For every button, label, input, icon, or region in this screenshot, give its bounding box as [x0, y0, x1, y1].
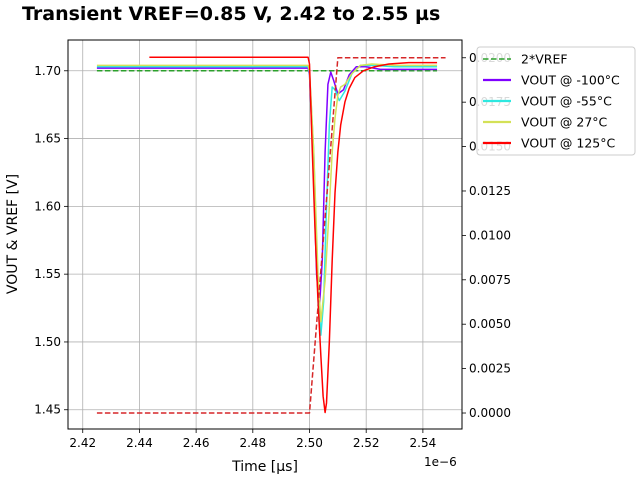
series-line-vout-125-c	[149, 56, 438, 414]
legend-box	[476, 46, 636, 156]
legend-entry-label: VOUT @ 125°C	[521, 136, 616, 151]
legend-entry-label: 2*VREF	[521, 52, 568, 67]
y-tick-label: 1.60	[34, 199, 61, 213]
series-line-vout-27-c	[96, 63, 438, 323]
x-tick-label: 2.52	[353, 436, 380, 450]
y2-tick-label: 0.0125	[469, 184, 511, 198]
legend: 2*VREF VOUT @ -100°C VOUT @ -55°C VOUT @ 27…	[476, 46, 636, 156]
grid-layer	[68, 40, 462, 429]
y2-tick-label: 0.0075	[469, 273, 511, 287]
y-tick-label: 1.45	[34, 403, 61, 417]
chart-title: Transient VREF=0.85 V, 2.42 to 2.55 µs	[22, 3, 440, 25]
legend-entry-label: VOUT @ 27°C	[521, 115, 608, 130]
x-axis: 2.42 2.44 2.46 2.48 2.50 2.52 2.54	[69, 429, 436, 450]
plot-frame	[67, 39, 463, 430]
x-offset-label: 1e−6	[424, 455, 457, 469]
x-tick-label: 2.50	[296, 436, 323, 450]
series-line-reference	[96, 57, 446, 414]
legend-entry-label: VOUT @ -100°C	[521, 73, 620, 88]
y2-tick-label: 0.0100	[469, 228, 511, 242]
x-tick-label: 2.44	[126, 436, 153, 450]
legend-items: 2*VREF VOUT @ -100°C VOUT @ -55°C VOUT @ 27…	[483, 52, 620, 151]
y2-tick-label: 0.0025	[469, 362, 511, 376]
legend-entry-label: VOUT @ -55°C	[521, 94, 612, 109]
y-tick-label: 1.70	[34, 64, 61, 78]
x-tick-label: 2.48	[239, 436, 266, 450]
y-tick-label: 1.65	[34, 132, 61, 146]
y2-tick-label: 0.0000	[469, 406, 511, 420]
y2-tick-label: 0.0050	[469, 317, 511, 331]
x-axis-label: Time [µs]	[231, 459, 298, 475]
x-tick-label: 2.42	[69, 436, 96, 450]
series-layer	[96, 56, 446, 414]
y-tick-label: 1.50	[34, 335, 61, 349]
y-axis-left: 1.45 1.50 1.55 1.60 1.65 1.70	[34, 64, 68, 417]
y-tick-label: 1.55	[34, 267, 61, 281]
x-tick-label: 2.46	[183, 436, 210, 450]
x-tick-label: 2.54	[410, 436, 437, 450]
y-axis-label: VOUT & VREF [V]	[5, 174, 21, 294]
